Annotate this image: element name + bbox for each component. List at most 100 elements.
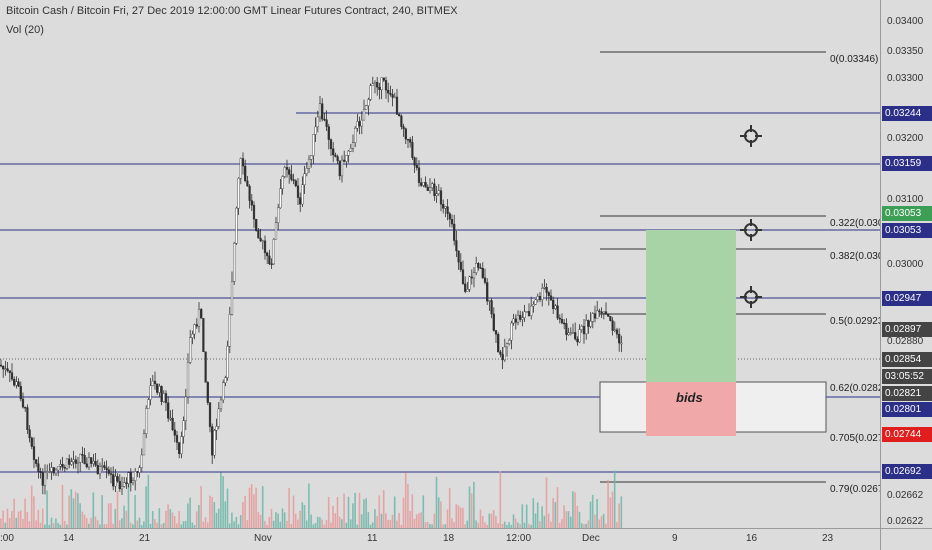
volume-bar xyxy=(618,503,620,528)
crosshair-icon[interactable] xyxy=(740,219,762,241)
price-tag-level[interactable]: 0.02947 xyxy=(882,291,932,306)
loss-zone[interactable] xyxy=(646,382,736,436)
price-tag-level[interactable]: 0.03159 xyxy=(882,156,932,171)
volume-bar xyxy=(88,523,90,528)
fib-label-0705: 0.705(0.027 xyxy=(830,433,880,444)
volume-bar xyxy=(211,496,213,528)
candle-body xyxy=(431,183,434,189)
volume-bar xyxy=(259,514,262,528)
candle-body xyxy=(312,134,315,156)
candle-body xyxy=(114,476,117,487)
profit-zone[interactable] xyxy=(646,230,736,382)
fib-label-079: 0.79(0.0267 xyxy=(830,484,880,495)
volume-bar xyxy=(22,518,24,528)
candle-body xyxy=(558,317,561,320)
candle-body xyxy=(369,85,372,100)
volume-bar xyxy=(239,514,242,528)
candle-body xyxy=(499,351,502,355)
candle-body xyxy=(90,457,93,464)
candle-body xyxy=(17,381,20,387)
price-tag-target[interactable]: 0.03053 xyxy=(882,206,932,221)
volume-bar xyxy=(378,495,381,528)
candle-body xyxy=(24,406,27,409)
candle-body xyxy=(598,310,601,313)
volume-bar xyxy=(134,494,136,528)
candle-body xyxy=(26,407,29,430)
candle-body xyxy=(285,167,289,170)
fib-label-062: 0.62(0.0282 xyxy=(830,383,880,394)
price-chart[interactable] xyxy=(0,0,880,528)
candle-body xyxy=(70,461,73,465)
volume-bar xyxy=(424,522,427,528)
volume-bar xyxy=(598,519,601,528)
price-tag-level[interactable]: 0.03053 xyxy=(882,223,932,238)
candle-body xyxy=(547,292,550,296)
candle-body xyxy=(488,300,491,302)
volume-bar xyxy=(380,513,383,528)
volume-bar xyxy=(294,513,297,528)
candle-body xyxy=(574,332,577,340)
candle-body xyxy=(567,332,570,335)
candle-body xyxy=(334,154,337,157)
candle-body xyxy=(461,269,465,285)
candle-body xyxy=(288,169,291,175)
chart-area[interactable]: Bitcoin Cash / Bitcoin Fri, 27 Dec 2019 … xyxy=(0,0,880,528)
candle-body xyxy=(237,178,240,209)
candle-body xyxy=(510,322,513,341)
candle-body xyxy=(294,180,297,187)
volume-bar xyxy=(209,495,211,528)
candle-body xyxy=(239,158,242,179)
candle-body xyxy=(569,332,572,334)
volume-bar xyxy=(257,511,260,528)
price-axis[interactable]: 0.03400 0.03350 0.03300 0.03200 0.03100 … xyxy=(880,0,932,528)
volume-bar xyxy=(158,508,161,528)
volume-indicator-label[interactable]: Vol (20) xyxy=(6,24,44,36)
volume-bar xyxy=(279,521,282,528)
volume-bar xyxy=(411,494,414,528)
price-tag-level[interactable]: 0.03244 xyxy=(882,106,932,121)
candle-body xyxy=(327,126,330,140)
candle-body xyxy=(246,180,249,187)
volume-bar xyxy=(470,493,473,528)
volume-bar xyxy=(336,497,339,528)
candle-body xyxy=(580,325,583,330)
candle-body xyxy=(310,155,313,160)
volume-bar xyxy=(448,487,451,528)
volume-bar xyxy=(59,524,62,528)
candle-body xyxy=(340,159,344,177)
time-tick: 14 xyxy=(63,533,75,544)
price-tag-level[interactable]: 0.02692 xyxy=(882,464,932,479)
candle-body xyxy=(272,239,275,265)
candle-body xyxy=(46,471,49,473)
volume-bar xyxy=(565,511,568,528)
volume-bar xyxy=(466,520,469,528)
price-tag-zone[interactable]: 0.02821 xyxy=(882,386,932,401)
volume-bar xyxy=(156,522,158,528)
volume-bar xyxy=(499,471,502,528)
fib-label-05: 0.5(0.02923 xyxy=(830,316,880,327)
time-axis[interactable]: :00 14 21 Nov 11 18 12:00 Dec 9 16 23 xyxy=(0,528,880,550)
candle-body xyxy=(162,393,165,402)
volume-bar xyxy=(349,519,352,528)
candle-body xyxy=(175,435,179,443)
volume-bar xyxy=(235,516,238,528)
volume-bar xyxy=(39,522,42,528)
chart-title: Bitcoin Cash / Bitcoin Fri, 27 Dec 2019 … xyxy=(6,5,458,17)
volume-bar xyxy=(330,522,332,528)
candle-body xyxy=(156,383,159,393)
crosshair-icon[interactable] xyxy=(740,125,762,147)
price-tag-level[interactable]: 0.02801 xyxy=(882,402,932,417)
candle-body xyxy=(472,272,476,279)
volume-bar xyxy=(444,524,447,528)
candle-body xyxy=(305,168,308,174)
volume-bar xyxy=(530,524,532,528)
volume-bar xyxy=(55,518,57,528)
price-tag-stop[interactable]: 0.02744 xyxy=(882,427,932,442)
crosshair-icon[interactable] xyxy=(740,286,762,308)
volume-bar xyxy=(253,494,255,528)
price-tag-entry[interactable]: 0.02897 xyxy=(882,322,932,337)
candle-body xyxy=(164,393,168,403)
price-tag-current[interactable]: 0.02854 xyxy=(882,352,932,367)
volume-bar xyxy=(446,509,449,528)
volume-bar xyxy=(611,491,614,528)
